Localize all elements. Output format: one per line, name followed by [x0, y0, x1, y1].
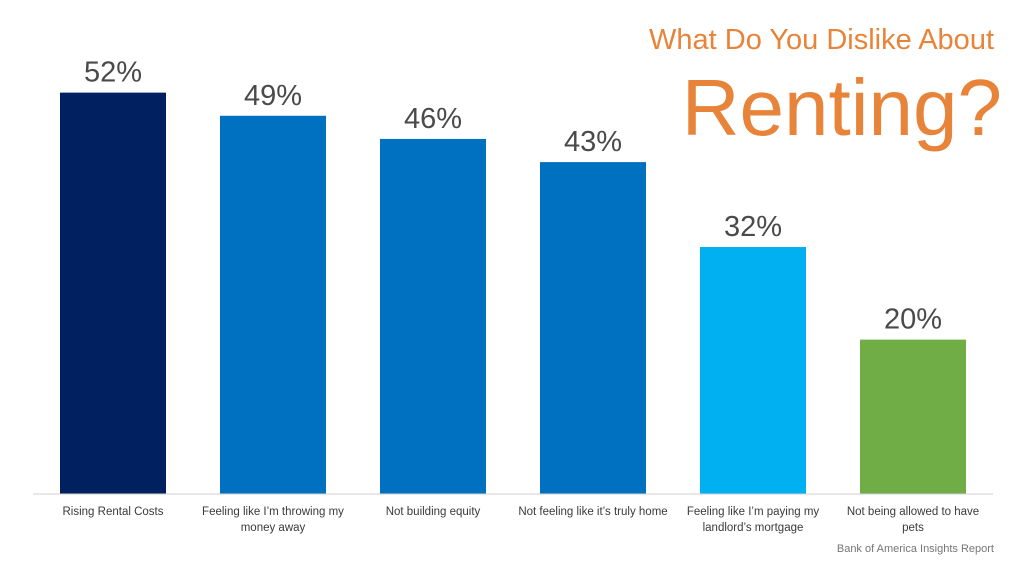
category-label-line: Feeling like I’m throwing my	[202, 506, 344, 518]
bar-3	[540, 162, 646, 494]
category-label-3: Not feeling like it’s truly home	[518, 506, 667, 518]
value-label-2: 46%	[404, 103, 462, 135]
category-label-0: Rising Rental Costs	[63, 506, 164, 518]
category-label-5: Not being allowed to have pets	[847, 506, 979, 534]
category-label-4: Feeling like I’m paying my landlord’s mor…	[687, 506, 820, 534]
value-label-5: 20%	[884, 304, 942, 336]
category-label-line: Rising Rental Costs	[63, 506, 164, 518]
value-label-4: 32%	[724, 211, 782, 243]
category-label-line: pets	[902, 522, 924, 534]
bar-2	[380, 138, 486, 494]
bars-group	[60, 92, 966, 494]
category-label-line: landlord’s mortgage	[703, 522, 804, 534]
chart-title: Renting?	[681, 63, 1002, 152]
value-labels-group: 52% 49% 46% 43% 32% 20%	[84, 57, 942, 336]
value-label-3: 43%	[564, 126, 622, 158]
value-label-1: 49%	[244, 80, 302, 112]
bar-5	[860, 339, 966, 494]
category-label-line: Not feeling like it’s truly home	[518, 506, 667, 518]
category-label-line: Feeling like I’m paying my	[687, 506, 820, 518]
category-label-line: money away	[241, 522, 306, 534]
bar-4	[700, 247, 806, 494]
value-label-0: 52%	[84, 57, 142, 89]
category-label-line: Not building equity	[386, 506, 481, 518]
bar-1	[220, 115, 326, 494]
category-label-1: Feeling like I’m throwing my money away	[202, 506, 344, 534]
category-labels-group: Rising Rental Costs Feeling like I’m thro…	[63, 506, 980, 534]
source-note: Bank of America Insights Report	[836, 543, 994, 555]
category-label-2: Not building equity	[386, 506, 481, 518]
bar-0	[60, 92, 166, 494]
category-label-line: Not being allowed to have	[847, 506, 979, 518]
chart-subtitle: What Do You Dislike About	[649, 24, 994, 56]
